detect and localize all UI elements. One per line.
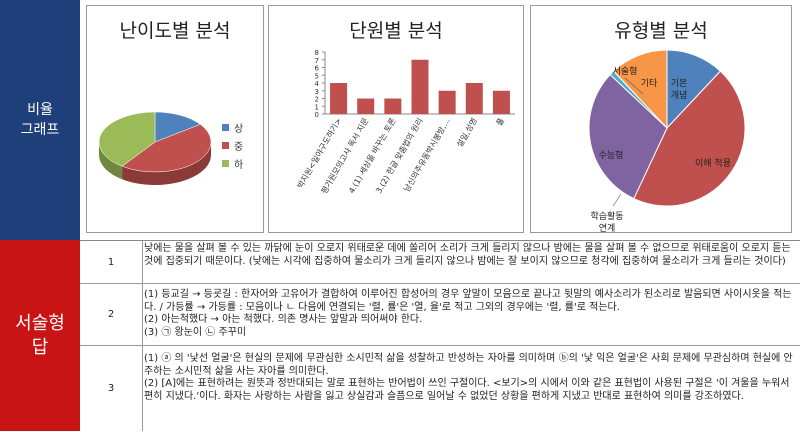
difficulty-chart-title: 난이도별 분석 (119, 20, 231, 42)
y-tick-label: 3 (315, 88, 319, 96)
unit-chart-title: 단원별 분석 (349, 20, 443, 42)
pie-label: 수능형 (599, 150, 624, 161)
y-tick-label: 2 (315, 96, 319, 104)
type-chart-title: 유형별 분석 (614, 20, 708, 42)
x-tick-label: 설일,성명 (454, 116, 479, 149)
answer-number: 3 (80, 345, 143, 431)
pie-label: 기본 개념 (671, 78, 688, 101)
answer-line: (2) [A]에는 표현하려는 원뜻과 정반대되는 말로 표현하는 반어법이 쓰… (144, 378, 790, 402)
sidebar-section-ratio-graph: 비율 그래프 (0, 0, 80, 240)
x-tick-label: 4.(1) 세상을 바꾸는 토론 (346, 116, 397, 195)
pie-label: 기타 (641, 78, 658, 89)
x-tick-label: 3.(2) 한글 맞춤법의 원리 (373, 116, 424, 195)
pie-slice-side (99, 142, 123, 180)
answer-number: 1 (80, 241, 143, 283)
answer-row-3: 3 (1) ⓐ 의 '낯선 얼굴'은 현실의 문제에 무관심한 소시민적 삶을 … (80, 345, 800, 431)
legend-item-mid: 중 (222, 136, 243, 154)
answer-line: 낮에는 물을 살펴 볼 수 있는 까닭에 눈이 오로지 위태로운 데에 쏠리어 … (144, 243, 791, 267)
difficulty-pie-chart (98, 111, 212, 186)
legend-item-low: 하 (222, 154, 243, 172)
pie-label: 서술형 (613, 66, 638, 77)
y-tick-label: 5 (315, 72, 319, 80)
pie-label: 학습활동 연계 (590, 210, 623, 232)
bar (465, 83, 483, 114)
bar (384, 98, 402, 114)
pie-slice-중 (121, 124, 212, 173)
y-tick-label: 4 (315, 80, 320, 88)
sidebar-section-essay-answers: 서술형 답 (0, 240, 80, 431)
pie-slice-상 (154, 111, 201, 143)
leader-line (624, 77, 644, 95)
answer-number: 2 (80, 283, 143, 345)
sidebar-label-essay-answers: 서술형 답 (15, 312, 65, 358)
answer-row-1: 1 낮에는 물을 살펴 볼 수 있는 까닭에 눈이 오로지 위태로운 데에 쏠리… (80, 241, 800, 284)
answer-text: (1) 등교길 → 등굣길 : 한자어와 고유어가 결합하여 이루어진 합성어의… (144, 289, 796, 339)
y-tick-label: 0 (315, 111, 319, 119)
pie-slice-side (122, 142, 211, 186)
essay-answer-table: 1 낮에는 물을 살펴 볼 수 있는 까닭에 눈이 오로지 위태로운 데에 쏠리… (80, 240, 800, 432)
pie-slice-기타 (612, 49, 668, 130)
answer-line: (2) 아는척했다 → 아는 척했다. 의존 명사는 앞말과 띄어써야 한다. (144, 314, 423, 325)
x-tick-label: 평가원모의고사 독서 지문 (319, 116, 371, 196)
answer-row-2: 2 (1) 등교길 → 등굣길 : 한자어와 고유어가 결합하여 이루어진 합성… (80, 283, 800, 346)
pie-slice-수능형 (588, 73, 668, 200)
leader-line (612, 193, 622, 207)
bar (357, 98, 375, 114)
answer-text: 낮에는 물을 살펴 볼 수 있는 까닭에 눈이 오로지 위태로운 데에 쏠리어 … (144, 243, 796, 268)
legend-item-high: 상 (222, 118, 243, 136)
bar (492, 90, 510, 114)
pie-label: 이해 적용 (695, 157, 731, 169)
x-tick-label: 풀 (495, 117, 506, 128)
bar (411, 59, 429, 114)
bar (438, 90, 456, 114)
answer-line: (3) ㉠ 왕눈이 ㉡ 주꾸미 (144, 326, 247, 338)
y-tick-label: 1 (315, 103, 319, 111)
bar (330, 83, 348, 114)
difficulty-legend: 상 중 하 (222, 118, 243, 172)
y-tick-label: 7 (315, 57, 319, 65)
answer-text: (1) ⓐ 의 '낯선 얼굴'은 현실의 문제에 무관심한 소시민적 삶을 성찰… (144, 353, 796, 403)
answer-line: (1) 등교길 → 등굣길 : 한자어와 고유어가 결합하여 이루어진 합성어의… (144, 289, 792, 313)
y-tick-label: 8 (315, 49, 319, 57)
y-tick-label: 6 (315, 65, 320, 73)
answer-line: (1) ⓐ 의 '낯선 얼굴'은 현실의 문제에 무관심한 소시민적 삶을 성찰… (144, 353, 793, 377)
x-tick-label: 남신의주유동박시봉방,... (401, 116, 452, 194)
difficulty-chart-panel: 난이도별 분석 상 중 하 (86, 5, 264, 233)
sidebar-label-ratio-graph: 비율 그래프 (20, 102, 60, 138)
pie-slice-하 (98, 111, 156, 167)
unit-chart-panel: 단원별 분석 0 1 2 3 4 5 6 7 8 박지원<일야구도하기> 평가원모의고사 독서 지문… (268, 5, 524, 233)
pie-slice-이해 적용 (633, 70, 746, 207)
